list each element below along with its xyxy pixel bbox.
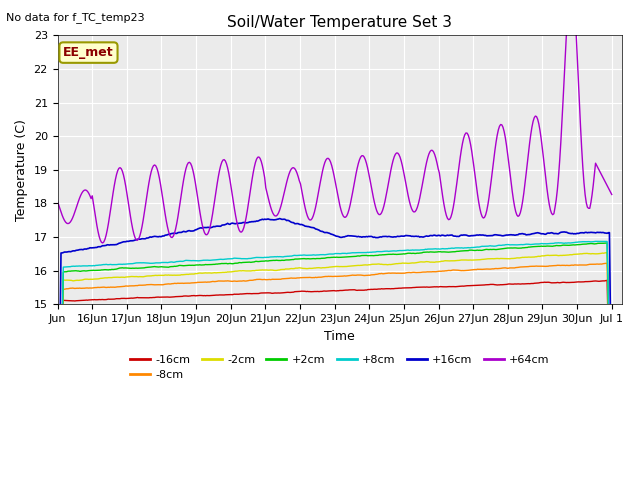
- X-axis label: Time: Time: [324, 330, 355, 343]
- Text: EE_met: EE_met: [63, 46, 114, 59]
- Title: Soil/Water Temperature Set 3: Soil/Water Temperature Set 3: [227, 15, 452, 30]
- Y-axis label: Temperature (C): Temperature (C): [15, 119, 28, 221]
- Legend: -16cm, -8cm, -2cm, +2cm, +8cm, +16cm, +64cm: -16cm, -8cm, -2cm, +2cm, +8cm, +16cm, +6…: [125, 350, 554, 385]
- Text: No data for f_TC_temp23: No data for f_TC_temp23: [6, 12, 145, 23]
